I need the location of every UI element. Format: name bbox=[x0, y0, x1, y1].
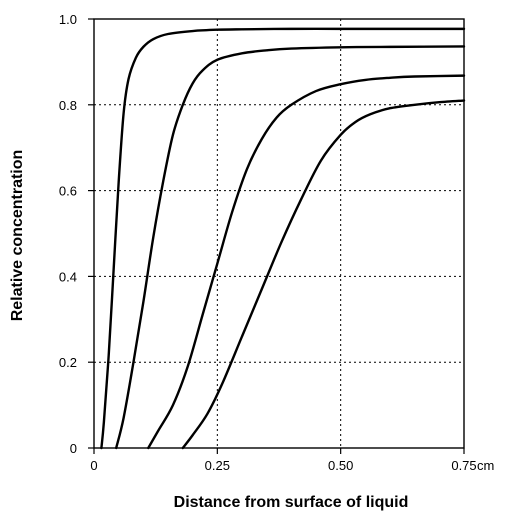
series-curves bbox=[100, 27, 466, 450]
curve-series-2 bbox=[115, 45, 466, 450]
axis-ticks: 0 0.25 0.50 0.75 0 0.2 0.4 0.6 0.8 1.0 bbox=[59, 12, 477, 473]
curve-series-4 bbox=[181, 99, 466, 450]
x-axis-title: Distance from surface of liquid bbox=[174, 494, 409, 511]
plot-frame bbox=[93, 18, 465, 449]
y-tick-label-0: 0 bbox=[70, 441, 77, 456]
x-tick-label-0: 0 bbox=[90, 458, 97, 473]
x-tick-label-1: 0.25 bbox=[205, 458, 230, 473]
y-axis-title: Relative concentration bbox=[9, 150, 26, 322]
y-tick-label-2: 0.4 bbox=[59, 269, 77, 284]
y-tick-label-4: 0.8 bbox=[59, 98, 77, 113]
curve-series-1 bbox=[100, 27, 466, 450]
curve-series-3 bbox=[147, 74, 466, 450]
y-tick-label-5: 1.0 bbox=[59, 12, 77, 27]
y-tick-label-1: 0.2 bbox=[59, 355, 77, 370]
x-tick-label-3: 0.75 bbox=[451, 458, 476, 473]
y-tick-label-3: 0.6 bbox=[59, 184, 77, 199]
x-axis-unit: cm bbox=[477, 458, 494, 473]
grid-lines bbox=[94, 19, 464, 448]
x-tick-label-2: 0.50 bbox=[328, 458, 353, 473]
